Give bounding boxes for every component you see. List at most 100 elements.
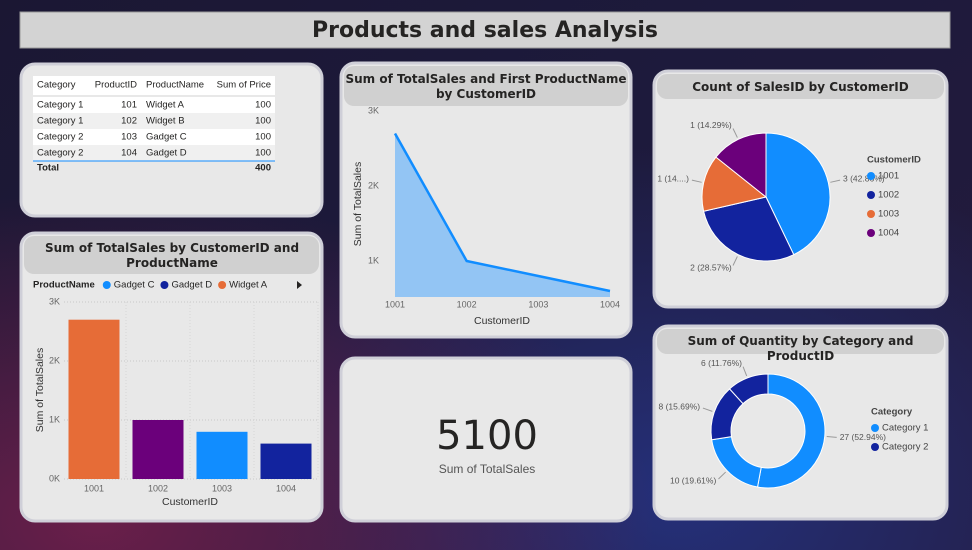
legend-label: 1004 — [878, 228, 899, 239]
data-label: 1 (14.29%) — [690, 120, 732, 130]
chart-title: Sum of TotalSales and First ProductName … — [345, 72, 627, 101]
y-tick-label: 2K — [49, 355, 60, 365]
legend-swatch — [867, 172, 875, 180]
chart-title: Sum of TotalSales by CustomerID and Prod… — [44, 241, 300, 270]
total-label: Total — [37, 163, 59, 174]
legend-title: CustomerID — [867, 155, 921, 166]
y-tick-label: 2K — [368, 180, 379, 190]
title-bands — [24, 66, 944, 354]
table-cell: 100 — [255, 148, 271, 159]
column-header: Category — [37, 80, 76, 91]
table-header-bg — [33, 76, 275, 95]
table-row-bg — [33, 145, 275, 161]
data-label: 6 (11.76%) — [701, 358, 742, 368]
leader-line — [742, 366, 748, 377]
x-tick-label: 1001 — [385, 299, 405, 309]
title-band — [24, 236, 319, 274]
legend-title: Category — [871, 407, 913, 418]
leader-line — [732, 256, 738, 266]
legend-swatch — [867, 229, 875, 237]
y-axis-label: Sum of TotalSales — [352, 162, 364, 246]
card-value: 5100 — [436, 413, 538, 459]
legend-swatch — [871, 443, 879, 451]
legend-label: Category 2 — [882, 442, 928, 453]
x-tick-label: 1001 — [84, 483, 104, 493]
title-band — [344, 66, 628, 106]
legend-swatch — [867, 191, 875, 199]
y-axis-label: Sum of TotalSales — [34, 348, 46, 432]
legend-label: 1001 — [878, 171, 899, 182]
pie-slice — [715, 132, 767, 199]
donut-slice — [756, 373, 826, 489]
data-label: 27 (52.94%) — [840, 432, 886, 442]
y-tick-label: 3K — [368, 105, 379, 115]
table-row-bg — [33, 129, 275, 145]
legend-swatch — [867, 210, 875, 218]
table-cell: Gadget D — [146, 148, 187, 159]
title-band — [657, 329, 944, 354]
pie-slice — [701, 156, 768, 212]
x-tick-label: 1004 — [276, 483, 296, 493]
leader-line — [702, 407, 713, 412]
table-cell: Widget B — [146, 116, 185, 127]
data-label: 10 (19.61%) — [670, 475, 716, 485]
legend-label: 1003 — [878, 209, 899, 220]
data-label: 2 (28.57%) — [690, 262, 732, 272]
x-tick-label: 1004 — [600, 299, 620, 309]
data-label: 8 (15.69%) — [658, 401, 700, 411]
chart-title: Sum of Quantity by Category and ProductI… — [687, 334, 914, 363]
y-tick-label: 1K — [49, 414, 60, 424]
bar — [260, 443, 312, 479]
legend-swatch — [160, 281, 169, 289]
legend-swatch — [102, 281, 111, 289]
pie-slice — [765, 132, 831, 256]
column-header: ProductID — [95, 80, 137, 91]
table-cell: 100 — [255, 100, 271, 111]
x-tick-label: 1002 — [148, 483, 168, 493]
total-value: 400 — [255, 163, 271, 174]
bar — [132, 420, 184, 479]
x-axis-label: CustomerID — [474, 315, 530, 327]
table-row-bg — [33, 113, 275, 129]
legend-label: Widget A — [229, 280, 268, 291]
legend-label: Category 1 — [882, 423, 928, 434]
panel — [339, 356, 633, 523]
table-cell: 100 — [255, 132, 271, 143]
table-cell: 100 — [255, 116, 271, 127]
legend-swatch — [218, 281, 227, 289]
y-tick-label: 3K — [49, 296, 60, 306]
table-cell: Category 2 — [37, 148, 83, 159]
column-header: Sum of Price — [217, 80, 271, 91]
table-cell: Category 1 — [37, 116, 83, 127]
column-header: ProductName — [146, 80, 204, 91]
chart-title: Count of SalesID by CustomerID — [692, 80, 909, 94]
page-title: Products and sales Analysis — [312, 18, 658, 43]
leader-line — [718, 471, 726, 480]
y-tick-label: 1K — [368, 255, 379, 265]
area — [395, 133, 610, 297]
data-label: 1 (14....) — [657, 174, 689, 184]
table-cell: Widget A — [146, 100, 185, 111]
table-cell: Gadget C — [146, 132, 187, 143]
table-row-bg — [33, 97, 275, 113]
header-bar — [19, 11, 951, 49]
x-tick-label: 1003 — [528, 299, 548, 309]
table-cell: 102 — [121, 116, 137, 127]
table-cell: 104 — [121, 148, 137, 159]
bar — [196, 431, 248, 479]
x-tick-label: 1002 — [457, 299, 477, 309]
panels — [19, 61, 949, 523]
leader-line — [732, 128, 738, 138]
table-cell: Category 2 — [37, 132, 83, 143]
legend-label: 1002 — [878, 190, 899, 201]
legend-more-arrow[interactable] — [297, 281, 302, 289]
bar — [68, 319, 120, 479]
x-axis-label: CustomerID — [162, 496, 218, 508]
y-tick-label: 0K — [49, 473, 60, 483]
table-cell: Category 1 — [37, 100, 83, 111]
data-label: 3 (42.86%) — [843, 174, 885, 184]
card-label: Sum of TotalSales — [439, 462, 536, 476]
line — [393, 132, 611, 293]
